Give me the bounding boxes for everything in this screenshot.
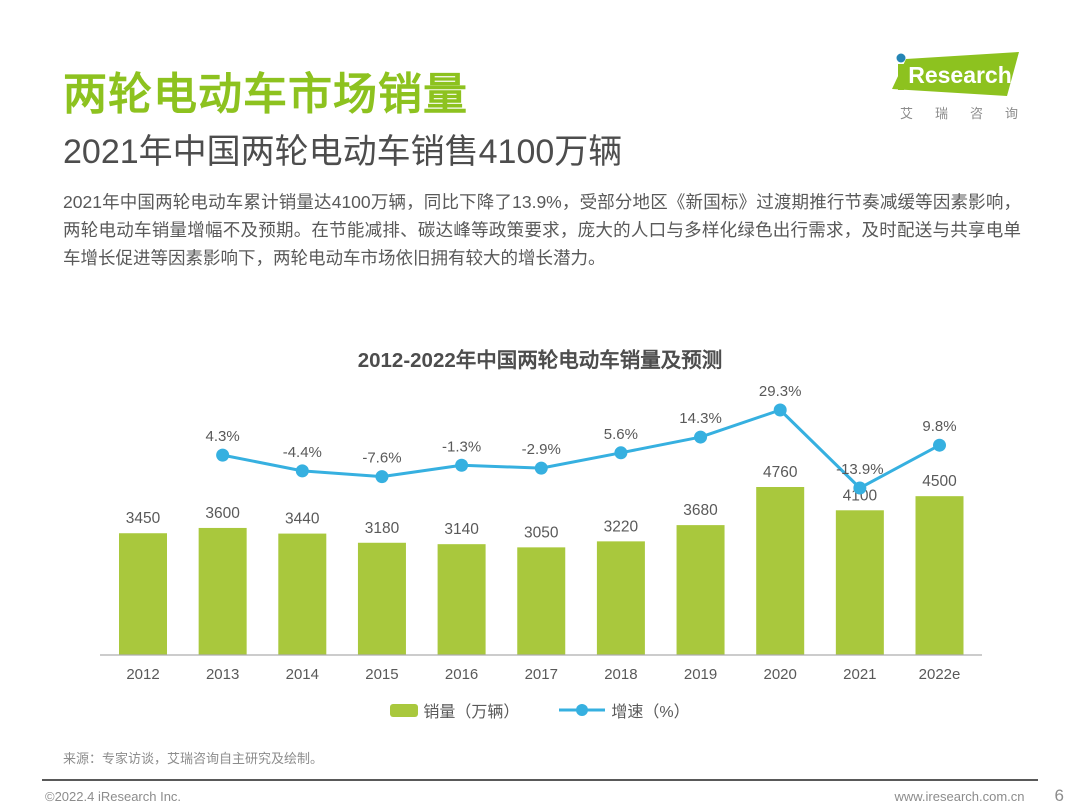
legend-line-glyph	[559, 704, 606, 716]
logo-i-dot	[896, 53, 906, 63]
x-axis-label: 2019	[684, 666, 717, 683]
sales-chart: 3450 3600 3440 3180 3140 3050 3220 3680 4760 4100…	[100, 383, 982, 683]
bar-value-label: 3450	[126, 510, 161, 527]
iresearch-logo: Research 艾 瑞 咨 询	[888, 50, 1023, 125]
footer-copyright: ©2022.4 iResearch Inc.	[45, 788, 182, 804]
page-title: 两轮电动车市场销量	[63, 70, 468, 119]
bar-value-label: 3140	[444, 521, 479, 538]
x-axis-label: 2018	[604, 666, 637, 683]
x-axis-label: 2020	[764, 666, 797, 683]
bar	[198, 527, 247, 655]
bar-value-label: 3220	[604, 518, 639, 535]
logo-brand-text: Research	[908, 62, 1012, 88]
growth-value-label: -7.6%	[362, 450, 401, 467]
chart-title: 2012-2022年中国两轮电动车销量及预测	[357, 349, 723, 372]
logo-chinese-name: 艾 瑞 咨 询	[900, 103, 1018, 122]
footer-divider	[42, 779, 1038, 781]
x-axis-label: 2021	[843, 666, 876, 683]
bar	[357, 542, 406, 655]
growth-value-label: 4.3%	[206, 428, 240, 445]
page-subtitle: 2021年中国两轮电动车销售4100万辆	[63, 133, 623, 171]
growth-point	[534, 461, 548, 475]
bar	[835, 510, 884, 655]
x-axis-label: 2015	[365, 666, 398, 683]
growth-point	[933, 438, 946, 452]
bar	[596, 541, 645, 655]
bar-value-label: 4100	[843, 487, 878, 504]
growth-value-label: -13.9%	[836, 461, 884, 478]
bar-value-label: 3600	[205, 505, 240, 522]
x-axis-label: 2014	[286, 666, 319, 683]
growth-point	[614, 446, 628, 460]
x-axis-label: 2012	[126, 666, 159, 683]
growth-point	[455, 458, 469, 472]
bar	[278, 533, 327, 655]
growth-value-label: -4.4%	[283, 444, 322, 461]
bar-value-label: 3050	[524, 524, 559, 541]
logo-cn-char: 询	[1004, 106, 1018, 121]
x-axis-label: 2013	[206, 666, 239, 683]
bar	[676, 525, 725, 655]
bar-value-label: 3440	[285, 511, 320, 528]
legend-line-label: 增速（%）	[611, 704, 690, 721]
legend-bar-label: 销量（万辆）	[423, 704, 520, 721]
logo-cn-char: 艾	[900, 106, 914, 121]
growth-point	[694, 430, 708, 444]
growth-point	[773, 403, 787, 417]
x-axis-label: 2016	[445, 666, 478, 683]
growth-value-label: 9.8%	[922, 418, 956, 435]
growth-value-label: 14.3%	[679, 410, 722, 427]
growth-line	[222, 408, 941, 490]
intro-paragraph: 2021年中国两轮电动车累计销量达4100万辆，同比下降了13.9%，受部分地区…	[63, 192, 1021, 268]
page-number: 6	[1054, 786, 1064, 805]
footer-row: ©2022.4 iResearch Inc. www.iresearch.com…	[45, 786, 1064, 806]
bar	[437, 544, 486, 655]
bar-value-label: 4500	[922, 473, 957, 490]
bar-value-label: 3680	[683, 502, 718, 519]
x-axis-label: 2017	[525, 666, 558, 683]
logo-cn-char: 瑞	[934, 106, 948, 121]
growth-value-label: 5.6%	[604, 426, 638, 443]
bar	[517, 547, 566, 655]
bar-value-label: 4760	[763, 464, 798, 481]
bar	[119, 533, 167, 655]
chart-legend: 销量（万辆） 增速（%）	[0, 698, 1080, 722]
growth-point	[295, 464, 309, 478]
source-note: 来源：专家访谈，艾瑞咨询自主研究及绘制。	[63, 751, 324, 766]
logo-cn-char: 咨	[969, 106, 983, 121]
growth-value-label: -1.3%	[442, 438, 481, 455]
legend-bar-swatch	[390, 703, 419, 717]
growth-point	[216, 448, 230, 462]
growth-value-label: -2.9%	[522, 441, 561, 458]
bar-value-label: 3180	[365, 520, 400, 537]
growth-value-label: 29.3%	[759, 383, 802, 400]
iresearch-logo-mark: Research	[892, 52, 1019, 96]
bar	[915, 496, 964, 655]
footer-website: www.iresearch.com.cn	[894, 788, 1025, 804]
growth-point	[375, 470, 389, 484]
growth-point	[853, 481, 867, 495]
bar	[756, 487, 805, 655]
x-axis-label: 2022e	[919, 666, 961, 683]
